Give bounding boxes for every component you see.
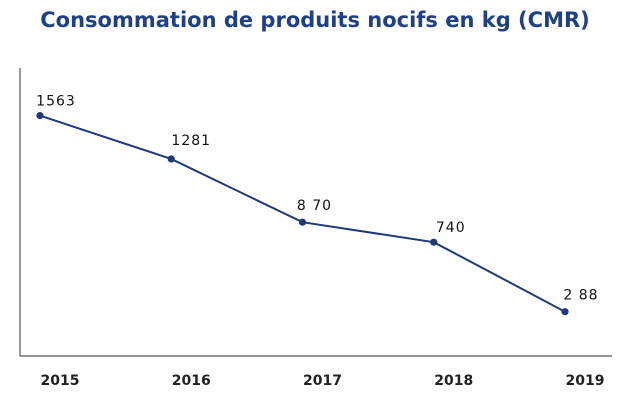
- x-tick-label-2019: 2019: [566, 373, 605, 389]
- data-label-2017: 8 70: [297, 198, 332, 214]
- data-label-2018: 740: [436, 220, 466, 236]
- data-label-2016: 1281: [171, 133, 211, 149]
- data-point-2018: [430, 238, 438, 246]
- x-tick-label-2016: 2016: [172, 373, 211, 389]
- data-points: [36, 112, 569, 316]
- x-tick-labels: 2015 2016 2017 2018 2019: [41, 373, 605, 389]
- chart-axes: [19, 68, 612, 357]
- data-point-2016: [167, 155, 175, 163]
- chart-title: Consommation de produits nocifs en kg (C…: [40, 8, 590, 32]
- x-tick-label-2015: 2015: [41, 373, 80, 389]
- data-label-2015: 1563: [36, 94, 76, 110]
- data-labels: 1563 1281 8 70 740 2 88: [36, 94, 598, 304]
- x-tick-label-2018: 2018: [434, 373, 473, 389]
- data-point-2019: [561, 308, 569, 316]
- data-point-2017: [298, 218, 307, 226]
- x-tick-label-2017: 2017: [303, 373, 342, 389]
- data-label-2019: 2 88: [563, 288, 598, 304]
- data-point-2015: [36, 112, 44, 120]
